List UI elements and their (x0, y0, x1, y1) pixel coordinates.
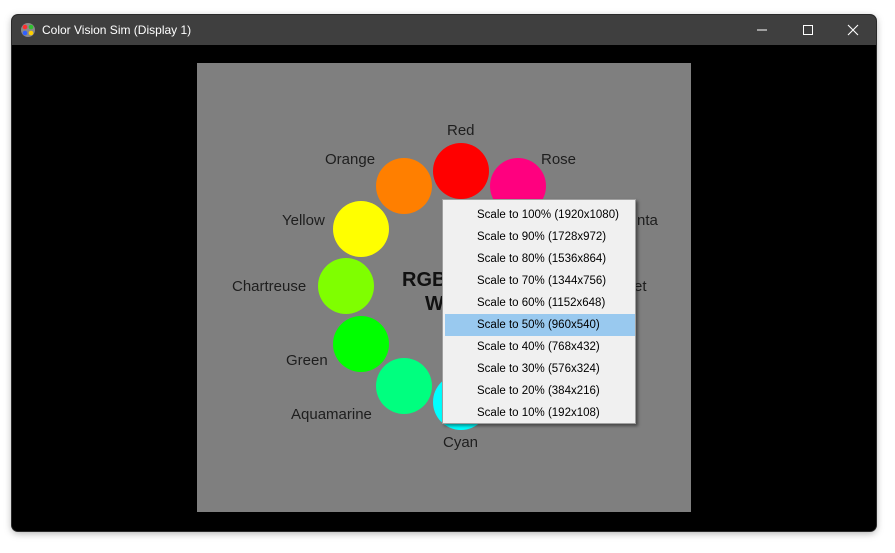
green-swatch (333, 316, 389, 372)
menu-item-label: Scale to 40% (768x432) (477, 341, 600, 353)
menu-item-label: Scale to 100% (1920x1080) (477, 209, 619, 221)
menu-item-label: Scale to 60% (1152x648) (477, 297, 606, 309)
maximize-icon (803, 25, 813, 35)
menu-item-label: Scale to 80% (1536x864) (477, 253, 607, 265)
menu-item-scale-20[interactable]: Scale to 20% (384x216) (445, 380, 635, 402)
menu-item-scale-60[interactable]: Scale to 60% (1152x648) (445, 292, 635, 314)
close-button[interactable] (830, 15, 876, 45)
center-title-line1: RGB (402, 269, 447, 291)
magenta-label: nta (637, 212, 658, 229)
aquamarine-label: Aquamarine (291, 406, 372, 423)
menu-item-scale-10[interactable]: Scale to 10% (192x108) (445, 402, 635, 424)
menu-item-scale-70[interactable]: Scale to 70% (1344x756) (445, 270, 635, 292)
scale-context-menu: Scale to 100% (1920x1080) Scale to 90% (… (442, 199, 636, 424)
menu-item-scale-30[interactable]: Scale to 30% (576x324) (445, 358, 635, 380)
menu-item-scale-50[interactable]: Scale to 50% (960x540) (445, 314, 635, 336)
center-title-line2: W (425, 293, 444, 315)
menu-item-scale-80[interactable]: Scale to 80% (1536x864) (445, 248, 635, 270)
minimize-button[interactable] (739, 15, 785, 45)
orange-label: Orange (325, 151, 376, 168)
title-bar[interactable]: Color Vision Sim (Display 1) (12, 15, 876, 45)
yellow-label: Yellow (282, 212, 325, 229)
menu-item-scale-40[interactable]: Scale to 40% (768x432) (445, 336, 635, 358)
red-label: Red (447, 122, 475, 139)
maximize-button[interactable] (785, 15, 831, 45)
menu-item-scale-90[interactable]: Scale to 90% (1728x972) (445, 226, 635, 248)
rose-label: Rose (541, 151, 577, 168)
chartreuse-label: Chartreuse (232, 278, 307, 295)
menu-item-label: Scale to 70% (1344x756) (477, 275, 607, 287)
minimize-icon (757, 29, 767, 31)
red-swatch (433, 143, 489, 199)
menu-item-label: Scale to 10% (192x108) (477, 407, 600, 419)
menu-item-label: Scale to 90% (1728x972) (477, 231, 607, 243)
yellow-swatch (333, 201, 389, 257)
chartreuse-swatch (318, 258, 374, 314)
menu-item-scale-100[interactable]: Scale to 100% (1920x1080) (445, 204, 635, 226)
violet-label: et (634, 278, 647, 295)
cyan-label: Cyan (443, 434, 479, 451)
menu-item-label: Scale to 20% (384x216) (477, 385, 600, 397)
green-label: Green (286, 352, 328, 369)
menu-item-label: Scale to 30% (576x324) (477, 363, 600, 375)
close-icon (847, 24, 859, 36)
app-palette-icon (21, 23, 35, 37)
menu-item-label: Scale to 50% (960x540) (477, 319, 600, 331)
aquamarine-swatch (376, 358, 432, 414)
window-title: Color Vision Sim (Display 1) (42, 23, 192, 37)
orange-swatch (376, 158, 432, 214)
